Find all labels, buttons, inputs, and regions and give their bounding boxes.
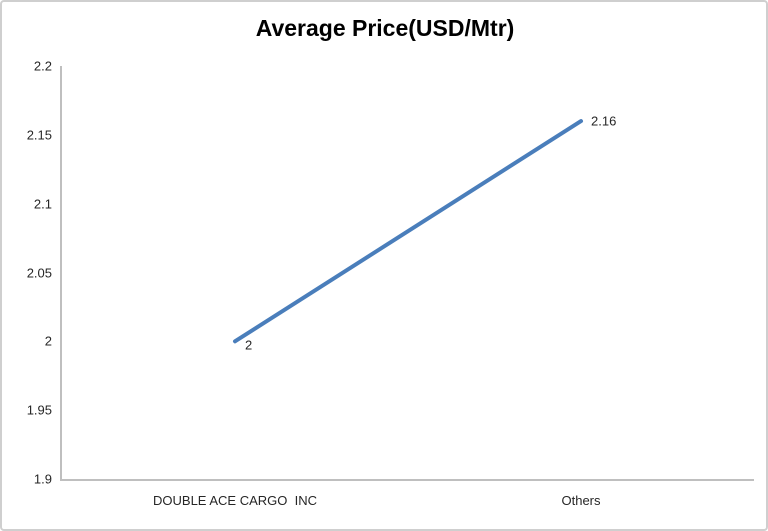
y-axis-tick-label: 1.9 (33, 471, 52, 487)
data-point-label: 2 (245, 337, 253, 353)
series-line (233, 119, 583, 344)
y-axis-tick-label: 2.2 (33, 58, 52, 74)
x-axis-category-label: Others (561, 493, 601, 508)
x-axis-category-label: DOUBLE ACE CARGO INC (153, 493, 317, 508)
plot-area (60, 66, 754, 481)
data-point-label: 2.16 (591, 113, 617, 129)
y-axis-tick-label: 2.05 (26, 265, 52, 280)
chart-title: Average Price(USD/Mtr) (255, 15, 515, 41)
y-axis-tick-label: 1.95 (26, 402, 52, 418)
y-axis-tick-label: 2.1 (33, 196, 52, 212)
y-axis-tick-label: 2 (44, 333, 52, 349)
y-axis-tick-label: 2.15 (26, 127, 52, 143)
line-series (233, 119, 583, 344)
